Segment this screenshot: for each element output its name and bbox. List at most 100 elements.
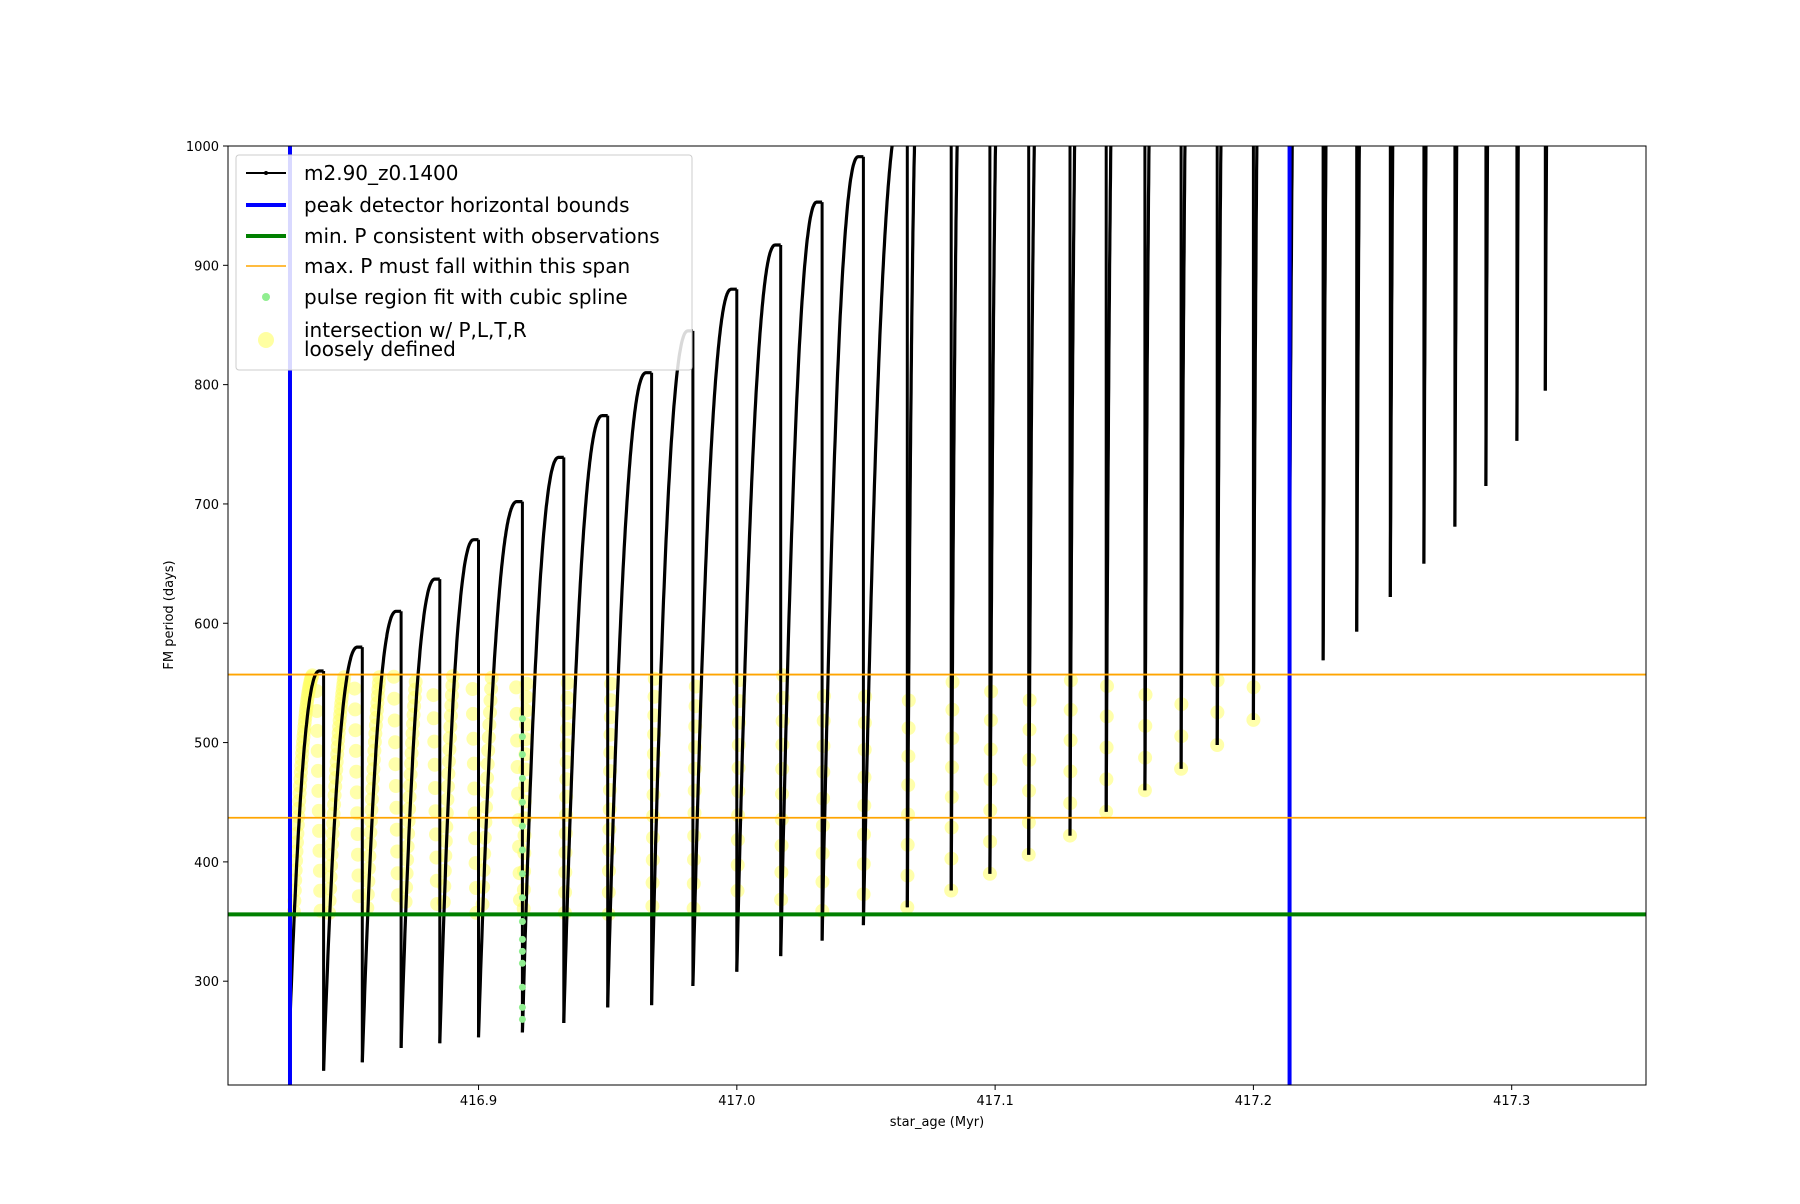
- spline-point: [518, 870, 526, 878]
- track-pulse: [1027, 146, 1070, 855]
- x-tick-label: 417.1: [977, 1094, 1014, 1109]
- intersection-point: [348, 723, 363, 738]
- intersection-point: [349, 764, 364, 779]
- intersection-point: [349, 785, 364, 800]
- intersection-point: [347, 681, 362, 696]
- intersection-point: [387, 713, 402, 728]
- spline-point: [518, 715, 526, 723]
- legend-label: max. P must fall within this span: [304, 254, 630, 278]
- spline-point: [518, 1003, 526, 1011]
- spline-point: [518, 894, 526, 902]
- track-pulse: [905, 146, 952, 908]
- spline-point: [518, 959, 526, 967]
- track-pulse: [820, 155, 864, 941]
- y-tick-label: 800: [194, 379, 219, 394]
- legend-label: peak detector horizontal bounds: [304, 193, 630, 217]
- spline-point: [518, 947, 526, 955]
- intersection-point: [426, 688, 441, 703]
- intersection-point: [465, 682, 480, 696]
- intersection-point: [372, 670, 387, 685]
- spline-point: [518, 846, 526, 854]
- intersection-point: [348, 702, 363, 717]
- track-pulse: [322, 645, 363, 1071]
- intersection-point: [386, 669, 401, 684]
- spline-point: [518, 798, 526, 806]
- spline-point: [518, 733, 526, 741]
- spline-point: [518, 1015, 526, 1023]
- track-pulse: [691, 287, 737, 987]
- x-tick-label: 417.0: [718, 1094, 755, 1109]
- track-pulse: [1355, 146, 1391, 632]
- intersection-point: [775, 737, 790, 752]
- legend-label: m2.90_z0.1400: [304, 161, 459, 185]
- plot-frame: [227, 145, 1647, 1086]
- y-tick-label: 500: [194, 737, 219, 752]
- spline-point: [518, 918, 526, 925]
- intersection-point: [484, 681, 499, 696]
- track-pulse: [1422, 146, 1455, 564]
- track-pulse: [1104, 146, 1145, 812]
- spline-fit-points: [518, 715, 526, 1023]
- track-pulse: [988, 146, 1029, 874]
- spline-point: [518, 751, 526, 758]
- spline-point: [518, 935, 526, 943]
- intersection-point: [731, 784, 746, 799]
- y-tick-label: 400: [194, 856, 219, 871]
- spline-point: [518, 983, 526, 991]
- intersection-point: [350, 806, 365, 821]
- intersection-point: [387, 691, 402, 706]
- x-axis-label: star_age (Myr): [890, 1115, 984, 1130]
- track-pulse: [562, 414, 608, 1024]
- legend-label: pulse region fit with cubic spline: [304, 285, 628, 309]
- intersection-point: [311, 763, 325, 778]
- intersection-point: [466, 731, 481, 746]
- x-tick-label: 417.2: [1235, 1094, 1272, 1109]
- intersection-point: [388, 757, 403, 772]
- track-pulse: [520, 455, 564, 1033]
- intersection-point: [426, 711, 441, 726]
- x-tick-label: 417.3: [1493, 1094, 1530, 1109]
- track-pulse: [1484, 146, 1517, 487]
- track-pulse: [1068, 146, 1107, 836]
- spline-point: [518, 822, 526, 830]
- track-pulse: [779, 200, 823, 957]
- axes: 416.9 417.0 417.1 417.2 417.3 300 400 500 600 700…: [186, 140, 1530, 1109]
- track-pulse: [1215, 146, 1254, 746]
- track-pulse: [1515, 146, 1546, 441]
- legend-swatch: [262, 293, 270, 301]
- track-pulse: [1453, 146, 1486, 527]
- y-tick-label: 900: [194, 259, 219, 274]
- intersection-point: [310, 723, 325, 738]
- y-tick-label: 600: [194, 617, 219, 632]
- intersection-point: [427, 757, 442, 772]
- y-tick-label: 300: [194, 975, 219, 990]
- plot-area: [228, 146, 1646, 1085]
- spline-point: [518, 774, 526, 782]
- y-tick-label: 700: [194, 498, 219, 513]
- intersection-point: [427, 734, 442, 749]
- track-pulse: [949, 146, 990, 891]
- intersection-point: [388, 735, 403, 750]
- legend-swatch: [258, 332, 274, 348]
- track-pulse: [399, 577, 440, 1049]
- track-pulse: [288, 669, 324, 1021]
- intersection-point: [388, 779, 403, 793]
- legend-label: min. P consistent with observations: [304, 224, 660, 248]
- legend-swatch-marker: [264, 171, 268, 175]
- y-axis-label: FM period (days): [162, 560, 177, 669]
- x-tick-label: 416.9: [460, 1094, 497, 1109]
- track-pulse: [735, 243, 781, 972]
- track-series: [288, 146, 1549, 1071]
- intersection-point: [311, 783, 326, 798]
- track-pulse: [1321, 146, 1357, 661]
- track-pulse: [1143, 146, 1182, 791]
- track-pulse: [360, 609, 402, 1063]
- intersection-point: [310, 743, 325, 758]
- legend-label: loosely defined: [304, 337, 456, 361]
- track-pulse: [1251, 146, 1290, 720]
- intersection-point: [466, 706, 480, 721]
- intersection-point: [348, 743, 363, 758]
